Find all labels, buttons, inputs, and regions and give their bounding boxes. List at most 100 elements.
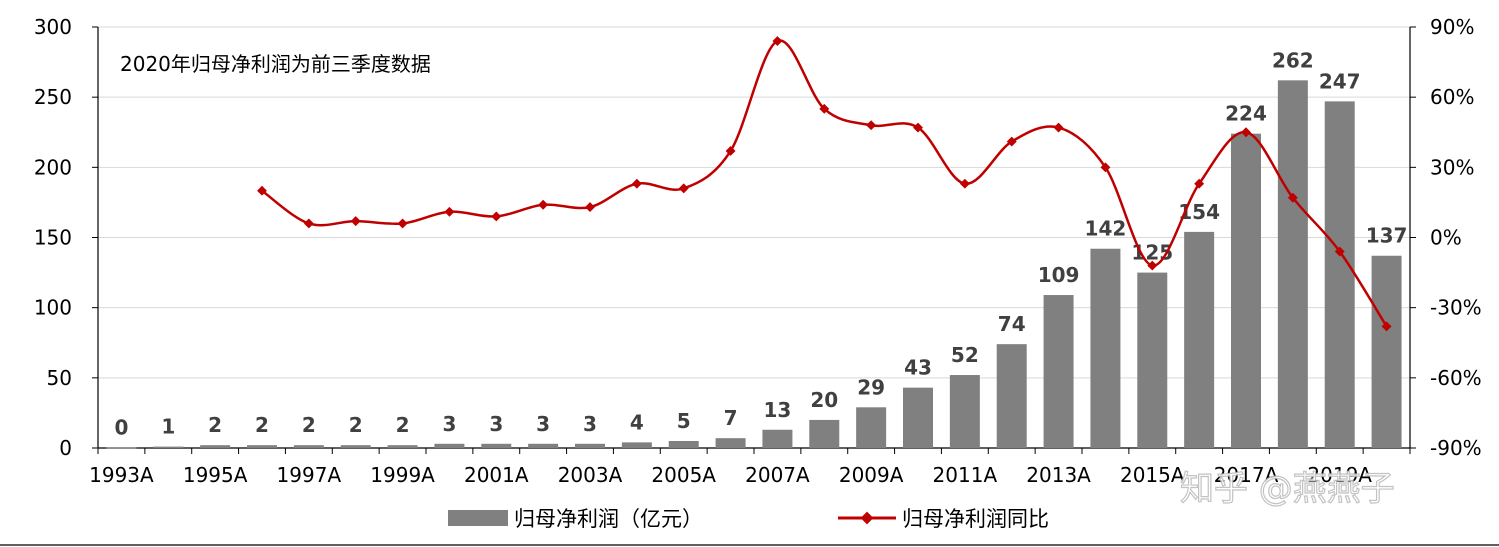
bar	[293, 445, 324, 448]
left-tick-label: 150	[34, 226, 72, 250]
x-tick-label: 2015A	[1120, 463, 1185, 487]
right-tick-label: 0%	[1430, 226, 1462, 250]
x-tick-label: 2003A	[558, 463, 623, 487]
bar	[340, 445, 371, 448]
bar	[1090, 248, 1121, 448]
growth-point	[1381, 321, 1392, 332]
growth-point	[491, 211, 502, 222]
bar-data-label: 3	[442, 412, 456, 436]
line-series	[257, 36, 1392, 332]
growth-point	[1100, 162, 1111, 173]
growth-point	[1053, 122, 1064, 133]
bar	[762, 429, 793, 448]
growth-point	[678, 183, 689, 194]
bar-data-label: 20	[810, 388, 838, 412]
bar-data-label: 52	[951, 343, 979, 367]
x-tick-label: 1995A	[183, 463, 248, 487]
right-tick-label: 90%	[1430, 15, 1474, 39]
x-tick-label: 1997A	[277, 463, 342, 487]
bar-data-label: 262	[1272, 48, 1314, 72]
bar-data-label: 247	[1319, 69, 1361, 93]
x-tick-label: 2019A	[1307, 463, 1372, 487]
bar	[1371, 255, 1402, 448]
bar-data-label: 3	[489, 412, 503, 436]
bar-data-label: 109	[1038, 263, 1080, 287]
left-tick-label: 100	[34, 296, 72, 320]
right-tick-label: -30%	[1430, 296, 1482, 320]
x-tick-label: 1993A	[89, 463, 154, 487]
bar	[856, 407, 887, 448]
growth-point	[538, 199, 549, 210]
growth-point	[1241, 127, 1251, 138]
legend: 归母净利润（亿元） 归母净利润同比	[448, 507, 1049, 531]
left-tick-label: 0	[59, 436, 72, 460]
growth-line	[261, 39, 1388, 328]
growth-point	[819, 103, 830, 114]
bar-data-label: 2	[302, 413, 316, 437]
growth-point	[1334, 246, 1345, 257]
growth-point	[585, 202, 595, 213]
left-axis-ticks: 0 50 100 150 200 250 300	[34, 15, 72, 460]
growth-point	[1006, 136, 1017, 147]
bar-data-label: 3	[583, 412, 597, 436]
bar	[903, 387, 933, 448]
bar	[387, 445, 418, 448]
bar	[481, 443, 512, 448]
right-tick-label: 30%	[1430, 155, 1474, 179]
bar-data-label: 3	[536, 412, 550, 436]
bar	[153, 446, 184, 448]
bar	[1043, 295, 1074, 448]
bar-data-label: 4	[630, 410, 644, 434]
bar	[200, 445, 231, 448]
right-tick-label: -90%	[1430, 436, 1482, 460]
bar-data-label: 13	[764, 398, 792, 422]
bar	[715, 438, 746, 448]
growth-point	[866, 120, 877, 131]
bar	[949, 375, 980, 448]
x-tick-label: 2001A	[464, 463, 529, 487]
growth-point	[631, 178, 642, 189]
left-tick-label: 200	[34, 155, 72, 179]
right-tick-label: 60%	[1430, 85, 1474, 109]
bar-data-label: 2	[349, 413, 363, 437]
x-tick-label: 1999A	[370, 463, 435, 487]
growth-point	[725, 146, 736, 156]
legend-bar-label: 归母净利润（亿元）	[514, 507, 703, 531]
bar-data-label: 29	[857, 375, 885, 399]
legend-line-marker	[860, 511, 874, 525]
growth-point	[772, 36, 783, 46]
bar	[434, 443, 465, 448]
bar-data-label: 43	[904, 356, 932, 380]
bar-data-label: 2	[255, 413, 269, 437]
growth-point	[959, 178, 970, 189]
growth-point	[913, 122, 923, 133]
growth-point	[1147, 260, 1158, 271]
bar-data-label: 224	[1225, 102, 1267, 126]
x-tick-label: 2017A	[1214, 463, 1279, 487]
bar	[1184, 231, 1215, 448]
bar-data-label: 2	[208, 413, 222, 437]
bar-data-label: 1	[161, 415, 175, 439]
x-tick-label: 2011A	[933, 463, 998, 487]
x-tick-label: 2007A	[745, 463, 810, 487]
right-axis-ticks: -90% -60% -30% 0% 30% 60% 90%	[1430, 15, 1482, 460]
bar	[1137, 272, 1168, 448]
x-axis-ticks: 1993A 1995A 1997A 1999A 2001A 2003A 2005A 2007A…	[89, 463, 1372, 487]
x-tick-label: 2005A	[651, 463, 716, 487]
bar	[575, 443, 605, 448]
bar-data-label: 0	[114, 416, 128, 440]
bar-data-label: 142	[1085, 217, 1127, 241]
bar	[1277, 80, 1308, 449]
growth-point	[350, 216, 361, 227]
bar	[247, 445, 277, 448]
bar-data-label: 74	[998, 312, 1026, 336]
left-tick-label: 250	[34, 85, 72, 109]
x-tick-label: 2013A	[1026, 463, 1091, 487]
left-tick-label: 50	[47, 366, 72, 390]
growth-point	[1287, 192, 1298, 203]
bar	[1231, 133, 1261, 449]
bar-series	[106, 80, 1402, 449]
growth-point	[1194, 178, 1205, 189]
bar	[106, 447, 137, 449]
bar	[1324, 101, 1355, 449]
